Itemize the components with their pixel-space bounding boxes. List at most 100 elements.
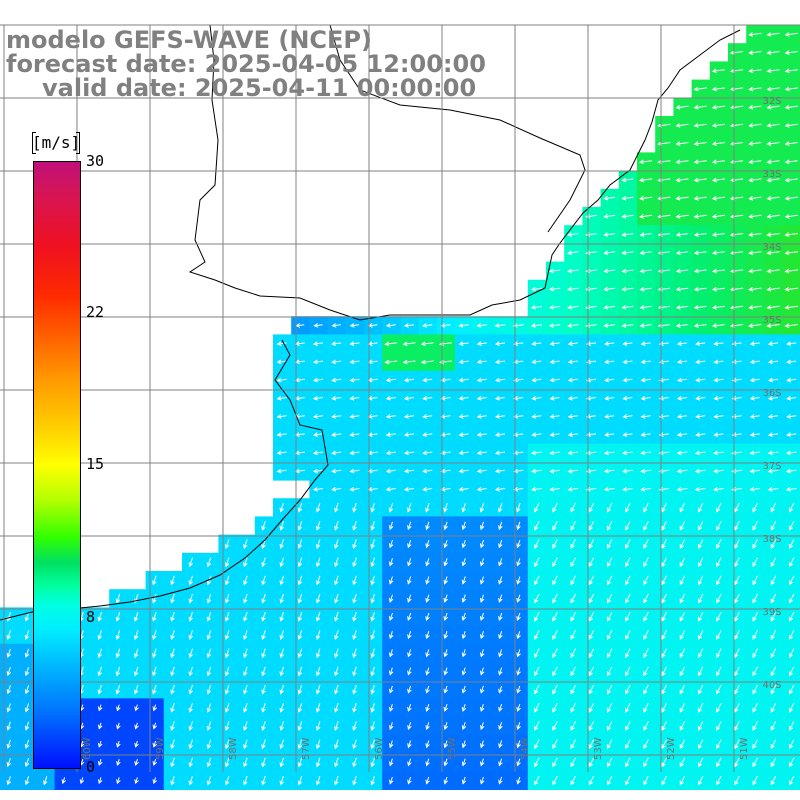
wind-arrow <box>749 414 760 419</box>
wind-arrow <box>476 468 487 474</box>
wind-arrow <box>570 648 576 659</box>
wind-arrow <box>243 684 248 695</box>
wind-arrow <box>661 739 667 750</box>
wind-arrow <box>748 268 762 274</box>
wind-arrow <box>407 685 412 694</box>
wind-arrow <box>494 414 506 419</box>
wind-arrow <box>749 450 761 456</box>
wind-arrow <box>425 703 430 712</box>
wind-arrow <box>494 486 506 492</box>
wind-arrow <box>675 104 689 110</box>
wind-arrow <box>134 722 139 730</box>
wind-arrow <box>479 703 485 712</box>
wind-arrow <box>639 177 653 183</box>
wind-arrow <box>749 432 760 437</box>
wind-arrow <box>711 104 725 110</box>
wind-arrow <box>661 539 667 549</box>
wind-arrow <box>479 576 485 585</box>
wind-arrow <box>570 502 576 513</box>
wind-arrow <box>498 649 503 658</box>
wind-arrow <box>370 757 375 768</box>
wind-arrow <box>279 630 284 640</box>
wind-arrow <box>784 232 798 237</box>
wind-arrow <box>711 286 725 292</box>
wind-arrow <box>224 703 230 713</box>
wind-arrow <box>748 68 762 74</box>
wind-arrow <box>152 740 158 748</box>
wind-arrow <box>788 557 795 568</box>
wind-arrow <box>570 575 576 586</box>
wind-arrow <box>334 575 339 586</box>
wind-arrow <box>549 377 560 383</box>
latitude-label: 40S <box>762 680 781 691</box>
wind-arrow <box>422 323 433 328</box>
wind-arrow <box>116 704 121 712</box>
wind-arrow <box>206 775 212 786</box>
wind-arrow <box>788 739 795 750</box>
wind-arrow <box>389 740 394 749</box>
wind-arrow <box>297 593 303 604</box>
wind-arrow <box>97 759 103 766</box>
wind-arrow <box>243 721 248 731</box>
wind-arrow <box>261 703 266 713</box>
wind-arrow <box>549 450 560 456</box>
wind-arrow <box>625 684 631 695</box>
wind-arrow <box>152 777 158 785</box>
wind-arrow <box>734 502 740 513</box>
wind-arrow <box>315 739 321 750</box>
wind-arrow <box>6 630 11 640</box>
colorbar-tick-15: 15 <box>86 455 105 473</box>
wind-arrow <box>675 177 689 183</box>
wind-arrow <box>767 468 779 474</box>
wind-arrow <box>766 123 780 128</box>
wind-arrow <box>498 685 503 694</box>
latitude-label: 35S <box>762 315 781 326</box>
wind-arrow <box>785 450 797 456</box>
wind-arrow <box>458 359 469 365</box>
wind-arrow <box>6 648 12 658</box>
wind-arrow <box>784 195 798 201</box>
wind-arrow <box>261 557 266 568</box>
wind-arrow <box>243 612 248 622</box>
wind-arrow <box>461 740 467 749</box>
wind-arrow <box>766 50 780 55</box>
wind-arrow <box>697 630 704 640</box>
wind-arrow <box>784 104 798 110</box>
wind-arrow <box>513 414 524 419</box>
wind-arrow <box>639 268 652 274</box>
wind-arrow <box>749 486 761 492</box>
wind-arrow <box>261 775 266 786</box>
wind-arrow <box>370 612 375 622</box>
wind-arrow <box>297 721 303 731</box>
wind-arrow <box>352 757 357 768</box>
wind-arrow <box>734 702 740 713</box>
colorbar-tick-8: 8 <box>86 608 96 626</box>
wind-arrow <box>693 104 707 110</box>
wind-arrow <box>476 323 488 328</box>
wind-arrow <box>461 558 467 567</box>
wind-arrow <box>661 502 667 513</box>
wind-arrow <box>479 612 485 621</box>
wind-arrow <box>440 377 451 383</box>
wind-arrow <box>133 612 139 622</box>
wind-arrow <box>440 450 451 456</box>
wind-arrow <box>711 177 725 183</box>
wind-arrow <box>604 377 615 383</box>
wind-arrow <box>476 414 487 419</box>
wind-arrow <box>534 575 540 586</box>
wind-arrow <box>170 721 175 731</box>
wind-arrow <box>206 666 212 677</box>
wind-arrow <box>407 776 412 785</box>
wind-arrow <box>370 721 375 731</box>
wind-arrow <box>516 649 521 658</box>
coastline <box>188 24 741 321</box>
wind-arrow <box>679 575 686 586</box>
wind-arrow <box>115 612 121 622</box>
wind-arrow <box>388 649 394 658</box>
wind-arrow <box>513 450 524 456</box>
wind-arrow <box>766 32 780 37</box>
wind-arrow <box>403 414 415 419</box>
longitude-label: 57W <box>301 737 312 760</box>
wind-arrow <box>388 667 394 676</box>
wind-arrow <box>461 631 467 640</box>
